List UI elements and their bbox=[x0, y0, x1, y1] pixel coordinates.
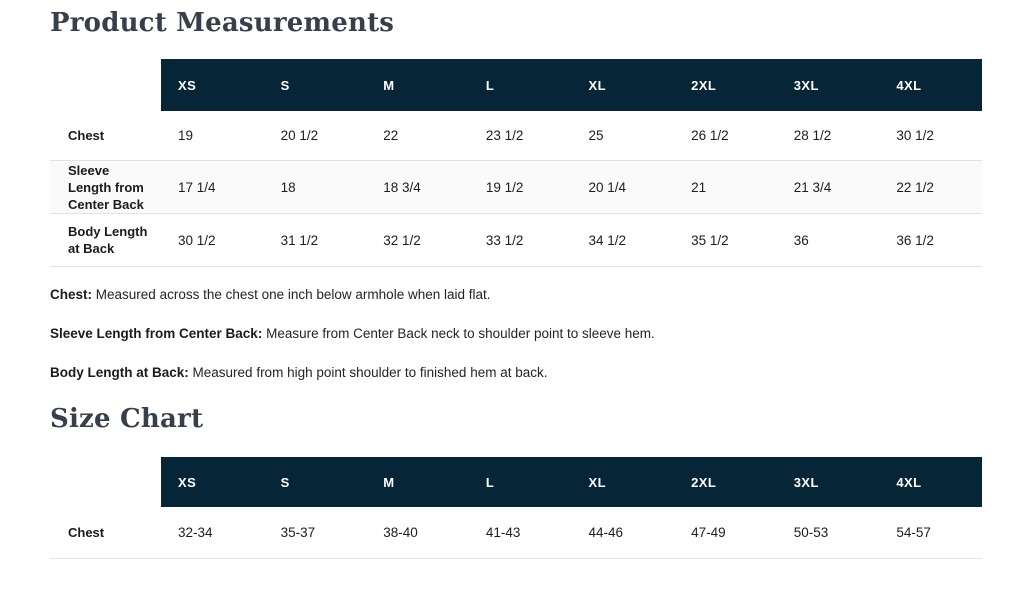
cell-value: 19 bbox=[178, 128, 194, 143]
cell-value: 21 bbox=[691, 179, 707, 195]
size-column-header: 3XL bbox=[793, 474, 819, 490]
measurement-notes: Chest: Measured across the chest one inc… bbox=[50, 286, 982, 381]
size-column-header: S bbox=[280, 77, 290, 93]
size-chart-title: Size Chart bbox=[50, 404, 204, 434]
cell-value: 22 1/2 bbox=[896, 179, 934, 195]
cell-value: 18 bbox=[280, 179, 296, 195]
cell-value: 34 1/2 bbox=[588, 232, 627, 248]
size-column-header: L bbox=[485, 77, 495, 93]
note-body-length: Body Length at Back: Measured from high … bbox=[50, 364, 982, 381]
cell-value: 23 1/2 bbox=[485, 128, 524, 143]
row-values: 19 20 1/2 22 23 1/2 25 26 1/2 28 1/2 30 bbox=[161, 111, 982, 160]
cell-value: 32-34 bbox=[178, 525, 213, 540]
row-values: 32-34 35-37 38-40 41-43 44-46 47-49 50-5… bbox=[161, 507, 982, 558]
cell-value: 54-57 bbox=[896, 525, 931, 540]
cell-value: 41-43 bbox=[485, 525, 521, 540]
size-column-header: XS bbox=[178, 474, 197, 490]
size-column-header: M bbox=[383, 77, 395, 93]
cell-value: 17 1/4 bbox=[178, 179, 216, 195]
cell-value: 35 1/2 bbox=[691, 232, 729, 248]
size-column-header: XL bbox=[588, 474, 606, 490]
size-header-row: XS S M L XL 2XL 3XL 4XL bbox=[50, 457, 982, 507]
note-label: Sleeve Length from Center Back: bbox=[50, 326, 263, 341]
size-chart-table: XS S M L XL 2XL 3XL 4XL bbox=[50, 457, 982, 559]
row-label: Sleeve Length from Center Back bbox=[68, 162, 144, 212]
cell-value: 21 3/4 bbox=[793, 179, 832, 195]
note-label: Body Length at Back: bbox=[50, 365, 189, 380]
row-values: 17 1/4 18 18 3/4 19 1/2 20 1/4 21 21 3/4 bbox=[161, 161, 982, 213]
cell-value: 35-37 bbox=[280, 525, 316, 540]
cell-value: 50-53 bbox=[793, 525, 829, 540]
row-label: Chest bbox=[68, 525, 105, 540]
header-spacer-cell bbox=[50, 59, 161, 111]
size-column-header: XS bbox=[178, 77, 197, 93]
cell-value: 20 1/2 bbox=[280, 128, 319, 143]
header-spacer-cell bbox=[50, 457, 161, 507]
size-header-cells: XS S M L XL 2XL 3XL 4XL bbox=[161, 457, 982, 507]
size-column-header: 4XL bbox=[896, 474, 922, 490]
row-label: Body Length at Back bbox=[68, 224, 148, 256]
cell-value: 28 1/2 bbox=[793, 128, 832, 143]
note-chest: Chest: Measured across the chest one inc… bbox=[50, 286, 982, 303]
cell-value: 38-40 bbox=[383, 525, 418, 540]
cell-value: 36 1/2 bbox=[896, 232, 934, 248]
table-row-chest: Chest 32-34 35-37 38-40 41-43 44-46 47-4… bbox=[50, 507, 982, 559]
cell-value: 44-46 bbox=[588, 525, 624, 540]
size-column-header: 2XL bbox=[691, 474, 717, 490]
cell-value: 31 1/2 bbox=[280, 232, 319, 248]
cell-value: 22 bbox=[383, 128, 399, 143]
note-text: Measured from high point shoulder to fin… bbox=[192, 365, 548, 380]
cell-value: 30 1/2 bbox=[896, 128, 934, 143]
note-text: Measure from Center Back neck to shoulde… bbox=[266, 326, 655, 341]
page-title: Product Measurements bbox=[50, 8, 395, 38]
cell-value: 32 1/2 bbox=[383, 232, 421, 248]
size-column-header: S bbox=[280, 474, 290, 490]
cell-value: 47-49 bbox=[691, 525, 726, 540]
note-sleeve-length: Sleeve Length from Center Back: Measure … bbox=[50, 325, 982, 342]
row-label: Chest bbox=[68, 128, 105, 143]
size-column-header: XL bbox=[588, 77, 606, 93]
cell-value: 18 3/4 bbox=[383, 179, 421, 195]
cell-value: 25 bbox=[588, 128, 604, 143]
cell-value: 33 1/2 bbox=[485, 232, 524, 248]
cell-value: 26 1/2 bbox=[691, 128, 729, 143]
size-column-header: M bbox=[383, 474, 395, 490]
page-content: Product Measurements XS S M L XL bbox=[50, 8, 982, 559]
table-row-sleeve-length: Sleeve Length from Center Back 17 1/4 18… bbox=[50, 161, 982, 214]
cell-value: 30 1/2 bbox=[178, 232, 216, 248]
row-values: 30 1/2 31 1/2 32 1/2 33 1/2 34 1/2 35 1/… bbox=[161, 214, 982, 266]
cell-value: 19 1/2 bbox=[485, 179, 524, 195]
size-column-header: 4XL bbox=[896, 77, 922, 93]
measurements-table: XS S M L XL 2XL 3XL 4XL bbox=[50, 59, 982, 267]
note-text: Measured across the chest one inch below… bbox=[95, 287, 491, 302]
size-header-row: XS S M L XL 2XL 3XL 4XL bbox=[50, 59, 982, 111]
note-label: Chest: bbox=[50, 287, 93, 302]
size-header-cells: XS S M L XL 2XL 3XL 4XL bbox=[161, 59, 982, 111]
table-row-chest: Chest 19 20 1/2 22 23 1/2 25 26 1/2 bbox=[50, 111, 982, 161]
cell-value: 36 bbox=[793, 232, 809, 248]
size-column-header: 3XL bbox=[793, 77, 819, 93]
size-column-header: L bbox=[485, 474, 495, 490]
table-row-body-length: Body Length at Back 30 1/2 31 1/2 32 1/2… bbox=[50, 214, 982, 267]
size-column-header: 2XL bbox=[691, 77, 717, 93]
cell-value: 20 1/4 bbox=[588, 179, 627, 195]
